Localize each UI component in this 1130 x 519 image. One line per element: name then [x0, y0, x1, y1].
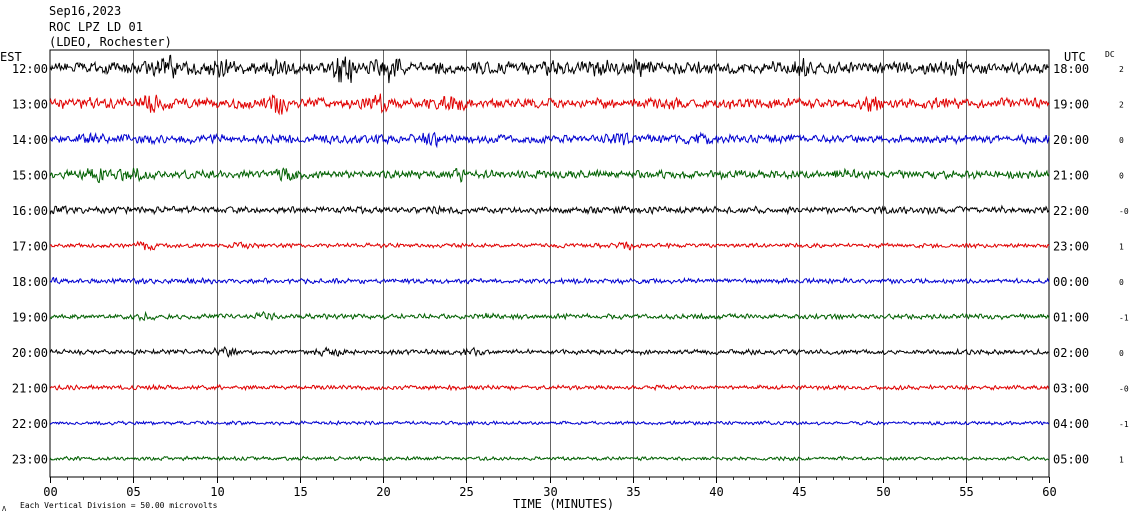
row-label-utc: 21:00: [1053, 169, 1089, 183]
trace-row: [49, 131, 1050, 149]
row-dc-offset: 1: [1119, 243, 1124, 252]
row-label-utc: 05:00: [1053, 453, 1089, 467]
dc-header-label: DC: [1105, 50, 1115, 59]
trace-row: [49, 93, 1050, 116]
x-tick-label: 60: [1042, 485, 1056, 499]
x-tick-label: 05: [126, 485, 140, 499]
row-label-utc: 03:00: [1053, 382, 1089, 396]
row-label-est: 12:00: [12, 62, 48, 76]
row-dc-offset: 0: [1119, 349, 1124, 358]
row-dc-offset: 0: [1119, 136, 1124, 145]
row-dc-offset: 2: [1119, 101, 1124, 110]
row-label-utc: 20:00: [1053, 133, 1089, 147]
scale-icon: Λ: [2, 505, 7, 513]
row-label-utc: 22:00: [1053, 204, 1089, 218]
x-tick-label: 35: [626, 485, 640, 499]
row-label-est: 15:00: [12, 169, 48, 183]
x-tick-label: 15: [293, 485, 307, 499]
row-label-est: 19:00: [12, 311, 48, 325]
x-tick-label: 55: [959, 485, 973, 499]
x-tick-label: 50: [876, 485, 890, 499]
plot-frame: [49, 49, 1050, 478]
trace-row: [49, 54, 1050, 84]
row-label-est: 13:00: [12, 98, 48, 112]
row-label-est: 17:00: [12, 240, 48, 254]
trace-row: [49, 383, 1050, 392]
x-tick-label: 00: [43, 485, 57, 499]
row-label-utc: 23:00: [1053, 240, 1089, 254]
row-label-utc: 01:00: [1053, 311, 1089, 325]
trace-row: [49, 276, 1050, 286]
row-label-est: 18:00: [12, 275, 48, 289]
x-axis-title: TIME (MINUTES): [513, 497, 614, 511]
trace-row: [49, 240, 1050, 252]
row-dc-offset: 2: [1119, 65, 1124, 74]
x-tick-label: 20: [376, 485, 390, 499]
trace-row: [49, 204, 1050, 216]
row-label-est: 21:00: [12, 382, 48, 396]
row-label-utc: 18:00: [1053, 62, 1089, 76]
right-timezone-label: UTC: [1064, 50, 1086, 64]
trace-row: [49, 455, 1050, 462]
row-dc-offset: -1: [1119, 420, 1129, 429]
row-dc-offset: 0: [1119, 278, 1124, 287]
trace-row: [49, 310, 1050, 322]
row-label-utc: 02:00: [1053, 346, 1089, 360]
scale-note: Each Vertical Division = 50.00 microvolt…: [20, 501, 218, 510]
row-label-est: 16:00: [12, 204, 48, 218]
row-dc-offset: -0: [1119, 207, 1129, 216]
row-dc-offset: 0: [1119, 172, 1124, 181]
row-label-utc: 00:00: [1053, 275, 1089, 289]
x-tick-label: 40: [709, 485, 723, 499]
trace-row: [49, 346, 1050, 358]
station-label: ROC LPZ LD 01: [49, 20, 143, 34]
trace-row: [49, 167, 1050, 184]
x-tick-label: 45: [792, 485, 806, 499]
left-timezone-label: EST: [0, 50, 22, 64]
row-label-utc: 19:00: [1053, 98, 1089, 112]
row-label-est: 22:00: [12, 417, 48, 431]
row-dc-offset: 1: [1119, 456, 1124, 465]
network-label: (LDEO, Rochester): [49, 35, 172, 49]
row-label-est: 14:00: [12, 133, 48, 147]
x-tick-label: 30: [543, 485, 557, 499]
x-tick-label: 10: [210, 485, 224, 499]
row-label-utc: 04:00: [1053, 417, 1089, 431]
row-label-est: 20:00: [12, 346, 48, 360]
x-tick-label: 25: [459, 485, 473, 499]
row-dc-offset: -1: [1119, 314, 1129, 323]
date-label: Sep16,2023: [49, 4, 122, 18]
row-label-est: 23:00: [12, 453, 48, 467]
row-dc-offset: -0: [1119, 385, 1129, 394]
trace-row: [49, 419, 1049, 427]
